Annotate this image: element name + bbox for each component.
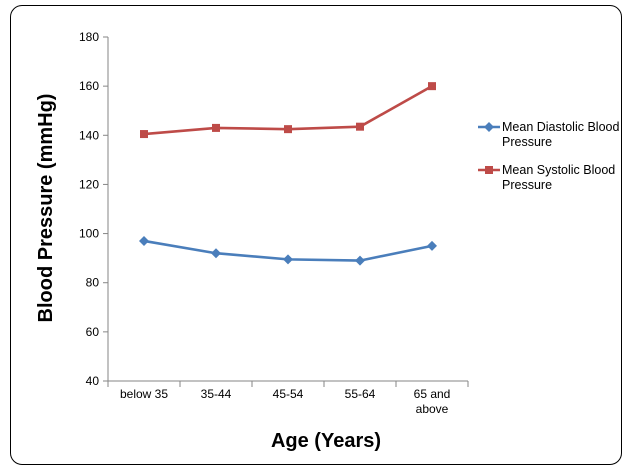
data-point	[427, 240, 437, 251]
x-tick-label: 65 and above	[414, 387, 451, 416]
data-point	[356, 122, 364, 131]
y-tick-label: 40	[86, 374, 100, 388]
data-point	[140, 130, 148, 139]
y-axis-title: Blood Pressure (mmHg)	[35, 94, 57, 323]
data-point	[139, 235, 149, 246]
legend-entry: Mean Diastolic Blood Pressure	[478, 120, 619, 149]
data-point	[211, 248, 221, 259]
y-tick-label: 120	[79, 177, 99, 191]
legend-entry: Mean Systolic Blood Pressure	[478, 163, 615, 192]
y-tick-label: 180	[79, 30, 99, 44]
y-tick-label: 60	[86, 325, 100, 339]
legend-marker	[484, 122, 494, 132]
data-point	[212, 123, 220, 132]
series-systolic	[140, 82, 436, 139]
legend-label: Mean Systolic Blood Pressure	[502, 163, 615, 192]
x-tick-label: below 35	[120, 387, 168, 401]
series-layer	[139, 82, 437, 266]
data-point	[355, 255, 365, 266]
legend-label: Mean Diastolic Blood Pressure	[502, 120, 619, 149]
legend-marker	[485, 166, 493, 174]
chart-frame	[10, 5, 622, 465]
y-tick-label: 100	[79, 227, 99, 241]
x-tick-label: 45-54	[273, 387, 304, 401]
x-axis-title: Age (Years)	[271, 430, 381, 452]
y-tick-label: 80	[86, 276, 100, 290]
axes: 40 60 80 100 120 140 160 180 below 35 35-44 45-54 5…	[79, 30, 469, 416]
data-point	[283, 254, 293, 265]
data-point	[284, 125, 292, 134]
y-tick-label: 160	[79, 79, 99, 93]
legend: Mean Diastolic Blood Pressure Mean Systoli…	[478, 120, 619, 192]
x-tick-label: 55-64	[345, 387, 376, 401]
x-tick-label: 35-44	[201, 387, 232, 401]
line-chart: 40 60 80 100 120 140 160 180 below 35 35-44 45-54 5…	[35, 30, 619, 452]
data-point	[428, 82, 436, 91]
series-diastolic	[139, 235, 437, 266]
y-tick-label: 140	[79, 128, 99, 142]
